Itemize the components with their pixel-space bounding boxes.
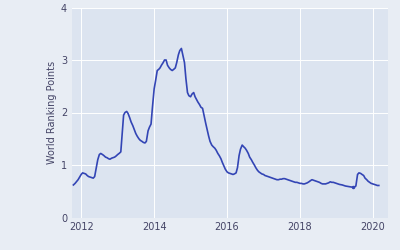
Y-axis label: World Ranking Points: World Ranking Points [47,61,57,164]
